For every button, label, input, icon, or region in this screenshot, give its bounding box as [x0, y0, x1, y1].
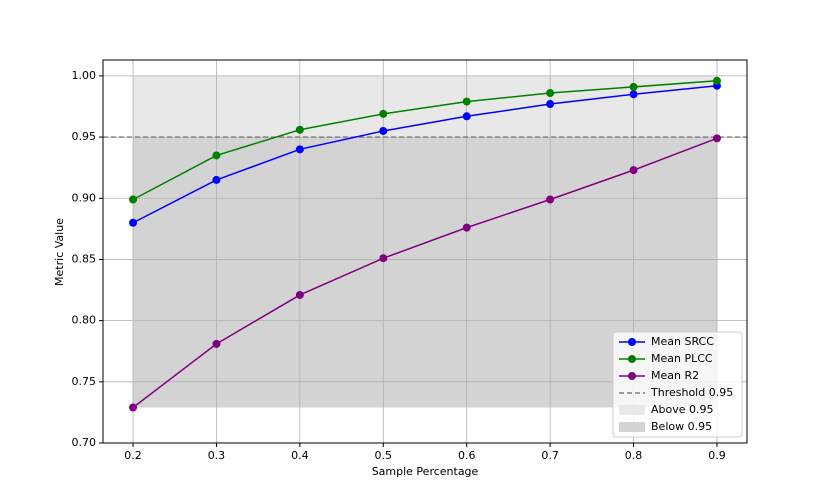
- legend-label: Mean SRCC: [651, 335, 714, 348]
- x-tick-label: 0.5: [375, 449, 393, 462]
- legend-swatch: [619, 422, 645, 432]
- marker: [129, 403, 138, 412]
- legend-swatch: [619, 405, 645, 415]
- band: [133, 75, 717, 138]
- marker: [295, 145, 304, 154]
- marker: [546, 89, 555, 98]
- x-tick-label: 0.7: [541, 449, 559, 462]
- series-line: [132, 80, 718, 201]
- marker: [129, 218, 138, 227]
- marker: [212, 151, 221, 160]
- x-tick-label: 0.9: [708, 449, 726, 462]
- plot-frame: [102, 59, 748, 444]
- marker: [212, 175, 221, 184]
- marker: [295, 290, 304, 299]
- y-tick-label: 0.75: [72, 375, 97, 388]
- legend-marker: [628, 338, 636, 346]
- legend-label: Below 0.95: [651, 420, 712, 433]
- marker: [462, 112, 471, 121]
- legend-marker: [628, 355, 636, 363]
- marker: [629, 90, 638, 99]
- x-tick-label: 0.3: [208, 449, 226, 462]
- marker: [712, 134, 721, 143]
- marker: [129, 195, 138, 204]
- y-tick-label: 0.70: [72, 436, 97, 449]
- y-tick-label: 0.95: [72, 130, 97, 143]
- y-tick-label: 0.90: [72, 191, 97, 204]
- legend-label: Above 0.95: [651, 403, 714, 416]
- marker: [629, 166, 638, 175]
- marker: [379, 126, 388, 135]
- y-tick-label: 1.00: [72, 69, 97, 82]
- legend-label: Mean R2: [651, 369, 699, 382]
- legend-label: Mean PLCC: [651, 352, 713, 365]
- legend-box: [612, 331, 743, 438]
- marker: [546, 195, 555, 204]
- marker: [546, 100, 555, 109]
- x-tick-label: 0.6: [458, 449, 476, 462]
- x-tick-label: 0.8: [625, 449, 643, 462]
- y-axis-label: Metric Value: [53, 218, 66, 286]
- marker: [295, 125, 304, 134]
- marker: [712, 76, 721, 85]
- y-tick-label: 0.80: [72, 314, 97, 327]
- marker: [379, 254, 388, 263]
- x-tick-label: 0.2: [124, 449, 142, 462]
- y-tick-label: 0.85: [72, 252, 97, 265]
- marker: [379, 109, 388, 118]
- marker: [462, 97, 471, 106]
- legend-label: Threshold 0.95: [650, 386, 733, 399]
- x-axis-label: Sample Percentage: [372, 465, 479, 478]
- marker: [629, 82, 638, 91]
- series-line: [132, 137, 718, 409]
- x-tick-label: 0.4: [291, 449, 309, 462]
- legend-marker: [628, 372, 636, 380]
- series-line: [132, 84, 718, 224]
- marker: [212, 339, 221, 348]
- marker: [462, 223, 471, 232]
